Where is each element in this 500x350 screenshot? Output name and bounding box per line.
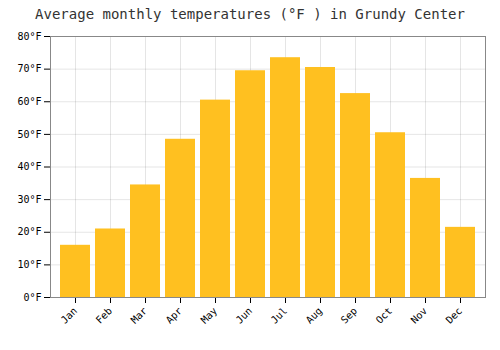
- svg-text:Dec: Dec: [444, 305, 465, 326]
- svg-text:Jun: Jun: [234, 305, 255, 326]
- svg-text:Apr: Apr: [164, 305, 185, 326]
- svg-text:40°F: 40°F: [17, 161, 41, 172]
- svg-text:Jul: Jul: [269, 305, 290, 326]
- svg-text:70°F: 70°F: [17, 63, 41, 74]
- svg-text:20°F: 20°F: [17, 226, 41, 237]
- svg-text:30°F: 30°F: [17, 194, 41, 205]
- svg-text:Jan: Jan: [59, 305, 80, 326]
- svg-text:Oct: Oct: [374, 305, 395, 326]
- svg-text:10°F: 10°F: [17, 259, 41, 270]
- svg-text:May: May: [199, 305, 220, 326]
- svg-text:Nov: Nov: [409, 305, 430, 326]
- svg-text:60°F: 60°F: [17, 96, 41, 107]
- html-text:Average monthly temperatures (: Average monthly temperatures (°F ) in Gr…: [35, 6, 465, 22]
- svg-text:0°F: 0°F: [23, 292, 41, 303]
- svg-text:Aug: Aug: [304, 305, 325, 326]
- svg-text:80°F: 80°F: [17, 31, 41, 42]
- svg-text:Feb: Feb: [94, 305, 115, 326]
- svg-text:Mar: Mar: [129, 305, 150, 326]
- svg-text:Sep: Sep: [339, 305, 360, 326]
- svg-text:50°F: 50°F: [17, 129, 41, 140]
